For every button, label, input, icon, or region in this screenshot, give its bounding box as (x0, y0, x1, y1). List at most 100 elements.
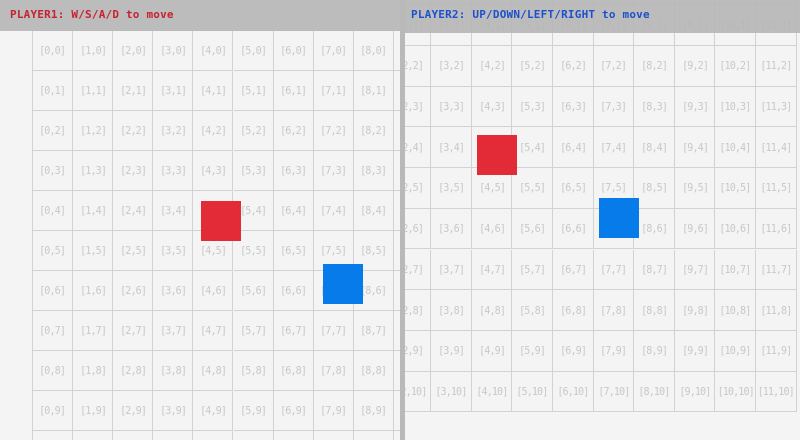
grid-cell: [8,2] (634, 46, 675, 87)
grid-cell-label: [10,2] (719, 59, 752, 73)
grid-cell: [2,5] (405, 168, 432, 209)
grid-cell-label: [11,3] (760, 100, 792, 114)
grid-cell-label: [9,2] (681, 59, 709, 73)
grid-cell-label: [0,5] (39, 244, 67, 257)
player1-viewport[interactable]: [0,0] [1,0] [2,0] [3,0] [4,0] [5,0] [6,0] [7,0]… (0, 0, 400, 440)
grid-cell: [7,4] (313, 191, 354, 231)
grid-cell: [11,9] (756, 330, 797, 372)
grid-cell-label: [3,8] (438, 303, 465, 317)
grid-cell-label: [5,9] (240, 404, 267, 417)
grid-cell-label: [2,3] (119, 164, 147, 177)
grid-cell-label: [5,7] (240, 324, 267, 337)
grid-cell-label: [6,3] (559, 100, 587, 114)
grid-cell: [2,1] (113, 71, 154, 111)
grid-cell: [3,0] (153, 31, 194, 71)
grid-cell: [9,1] (393, 71, 400, 111)
grid-cell-label: [2,6] (405, 222, 424, 236)
grid-cell-label: [2,9] (119, 404, 147, 417)
grid-cell-label: [8,7] (641, 262, 668, 276)
grid-cell-label: [7,3] (600, 100, 627, 114)
grid-cell: [6,7] (553, 249, 594, 291)
grid-cell: [5,10] (512, 371, 553, 413)
grid-cell-label: [2,2] (405, 59, 424, 73)
grid-cell-label: [7,10] (597, 384, 630, 398)
grid-cell-label: [2,7] (405, 262, 424, 276)
grid-cell: [11,7] (756, 249, 797, 291)
grid-cell-label: [2,8] (405, 303, 424, 317)
grid-cell-label: [3,9] (159, 404, 187, 417)
grid-cell: [5,8] (233, 351, 274, 391)
grid-cell-label: [8,10] (638, 384, 670, 398)
grid-cell-label: [0,8] (39, 364, 67, 377)
grid-cell: [3,4] (153, 191, 194, 231)
grid-cell: [6,6] (273, 271, 314, 311)
grid-cell-label: [3,2] (438, 59, 465, 73)
grid-cell-label: [3,1] (159, 84, 187, 97)
grid-cell: [4,7] (471, 249, 513, 291)
grid-cell: [10,6] (715, 208, 756, 250)
grid-cell-label: [2,3] (405, 100, 424, 114)
grid-cell: [3,3] (153, 151, 194, 191)
grid-cell-label: [7,5] (600, 181, 627, 195)
grid-cell: [6,3] (273, 151, 314, 191)
grid-cell-label: [3,3] (159, 164, 187, 177)
grid-cell: [2,10] (405, 371, 432, 413)
grid-cell: [1,4] (73, 191, 114, 231)
grid-cell: [4,5] (193, 231, 234, 271)
grid-cell: [1,5] (73, 231, 114, 271)
grid-cell: [4,1] (193, 71, 234, 111)
grid-cell-label: [5,7] (519, 262, 546, 276)
grid-cell-label: [3,5] (159, 244, 187, 257)
grid-cell: [0,8] (33, 351, 74, 391)
grid-cell-label: [4,9] (478, 344, 506, 358)
grid-cell-label: [3,6] (159, 284, 187, 297)
grid-cell: [7,2] (593, 46, 635, 87)
grid-cell: [6,0] (273, 31, 314, 71)
grid-cell-label: [7,4] (320, 204, 347, 217)
grid-cell-label: [2,5] (405, 181, 424, 195)
grid-cell-label: [11,8] (760, 303, 792, 317)
grid-cell: [10,10] (715, 371, 756, 413)
grid-cell-label: [10,4] (719, 140, 752, 154)
grid-cell-label: [3,5] (438, 181, 465, 195)
grid-cell-label: [0,3] (39, 164, 67, 177)
grid-cell-label: [4,6] (200, 284, 227, 297)
grid-cell: [3,8] (431, 290, 472, 331)
grid-cell-label: [1,3] (79, 164, 107, 177)
grid-cell-label: [10,7] (719, 262, 752, 276)
grid-cell: [0,9] (33, 391, 74, 431)
player2-piece (599, 197, 640, 238)
grid-cell-label: [1,0] (79, 44, 107, 57)
grid-cell: [2,0] (113, 31, 154, 71)
grid-cell-label: [11,4] (760, 140, 792, 154)
player2-viewport[interactable]: [0,0][1,0][2,0][3,0][4,0][5,0][6,0][7,0]… (405, 0, 800, 440)
grid-cell: [5,1] (233, 71, 274, 111)
grid-cell-label: [2,4] (405, 140, 424, 154)
grid-cell-label: [8,9] (641, 344, 668, 358)
grid-cell-label: [9,6] (681, 222, 709, 236)
grid-cell-label: [5,4] (519, 140, 546, 154)
grid-cell-label: [6,5] (559, 181, 587, 195)
grid-cell: [8,3] (634, 86, 675, 128)
grid-cell-label: [7,7] (600, 262, 627, 276)
grid-cell: [9,6] (393, 271, 400, 311)
grid-cell-label: [5,6] (519, 222, 546, 236)
grid-cell-label: [5,2] (240, 124, 267, 137)
grid-cell: [1,7] (73, 311, 114, 351)
grid-cell: [0,2] (33, 111, 74, 151)
player1-world: [0,0] [1,0] [2,0] [3,0] [4,0] [5,0] [6,0] [7,0]… (32, 30, 400, 440)
grid-cell: [10,2] (715, 46, 756, 87)
grid-cell: [3,6] (153, 271, 194, 311)
grid-cell: [5,5] (512, 168, 553, 209)
grid-cell: [6,8] (273, 351, 314, 391)
grid-cell: [2,7] (113, 311, 154, 351)
grid-cell-label: [5,8] (519, 303, 546, 317)
grid-cell: [5,6] (512, 208, 553, 250)
grid-cell: [4,8] (471, 290, 513, 331)
grid-cell-label: [3,2] (159, 124, 187, 137)
grid-cell: [3,9] (153, 391, 194, 431)
grid-cell: [5,5] (233, 231, 274, 271)
grid-cell-label: [8,9] (360, 404, 387, 417)
grid-cell-label: [6,8] (559, 303, 587, 317)
grid-cell: [9,3] (674, 86, 716, 128)
